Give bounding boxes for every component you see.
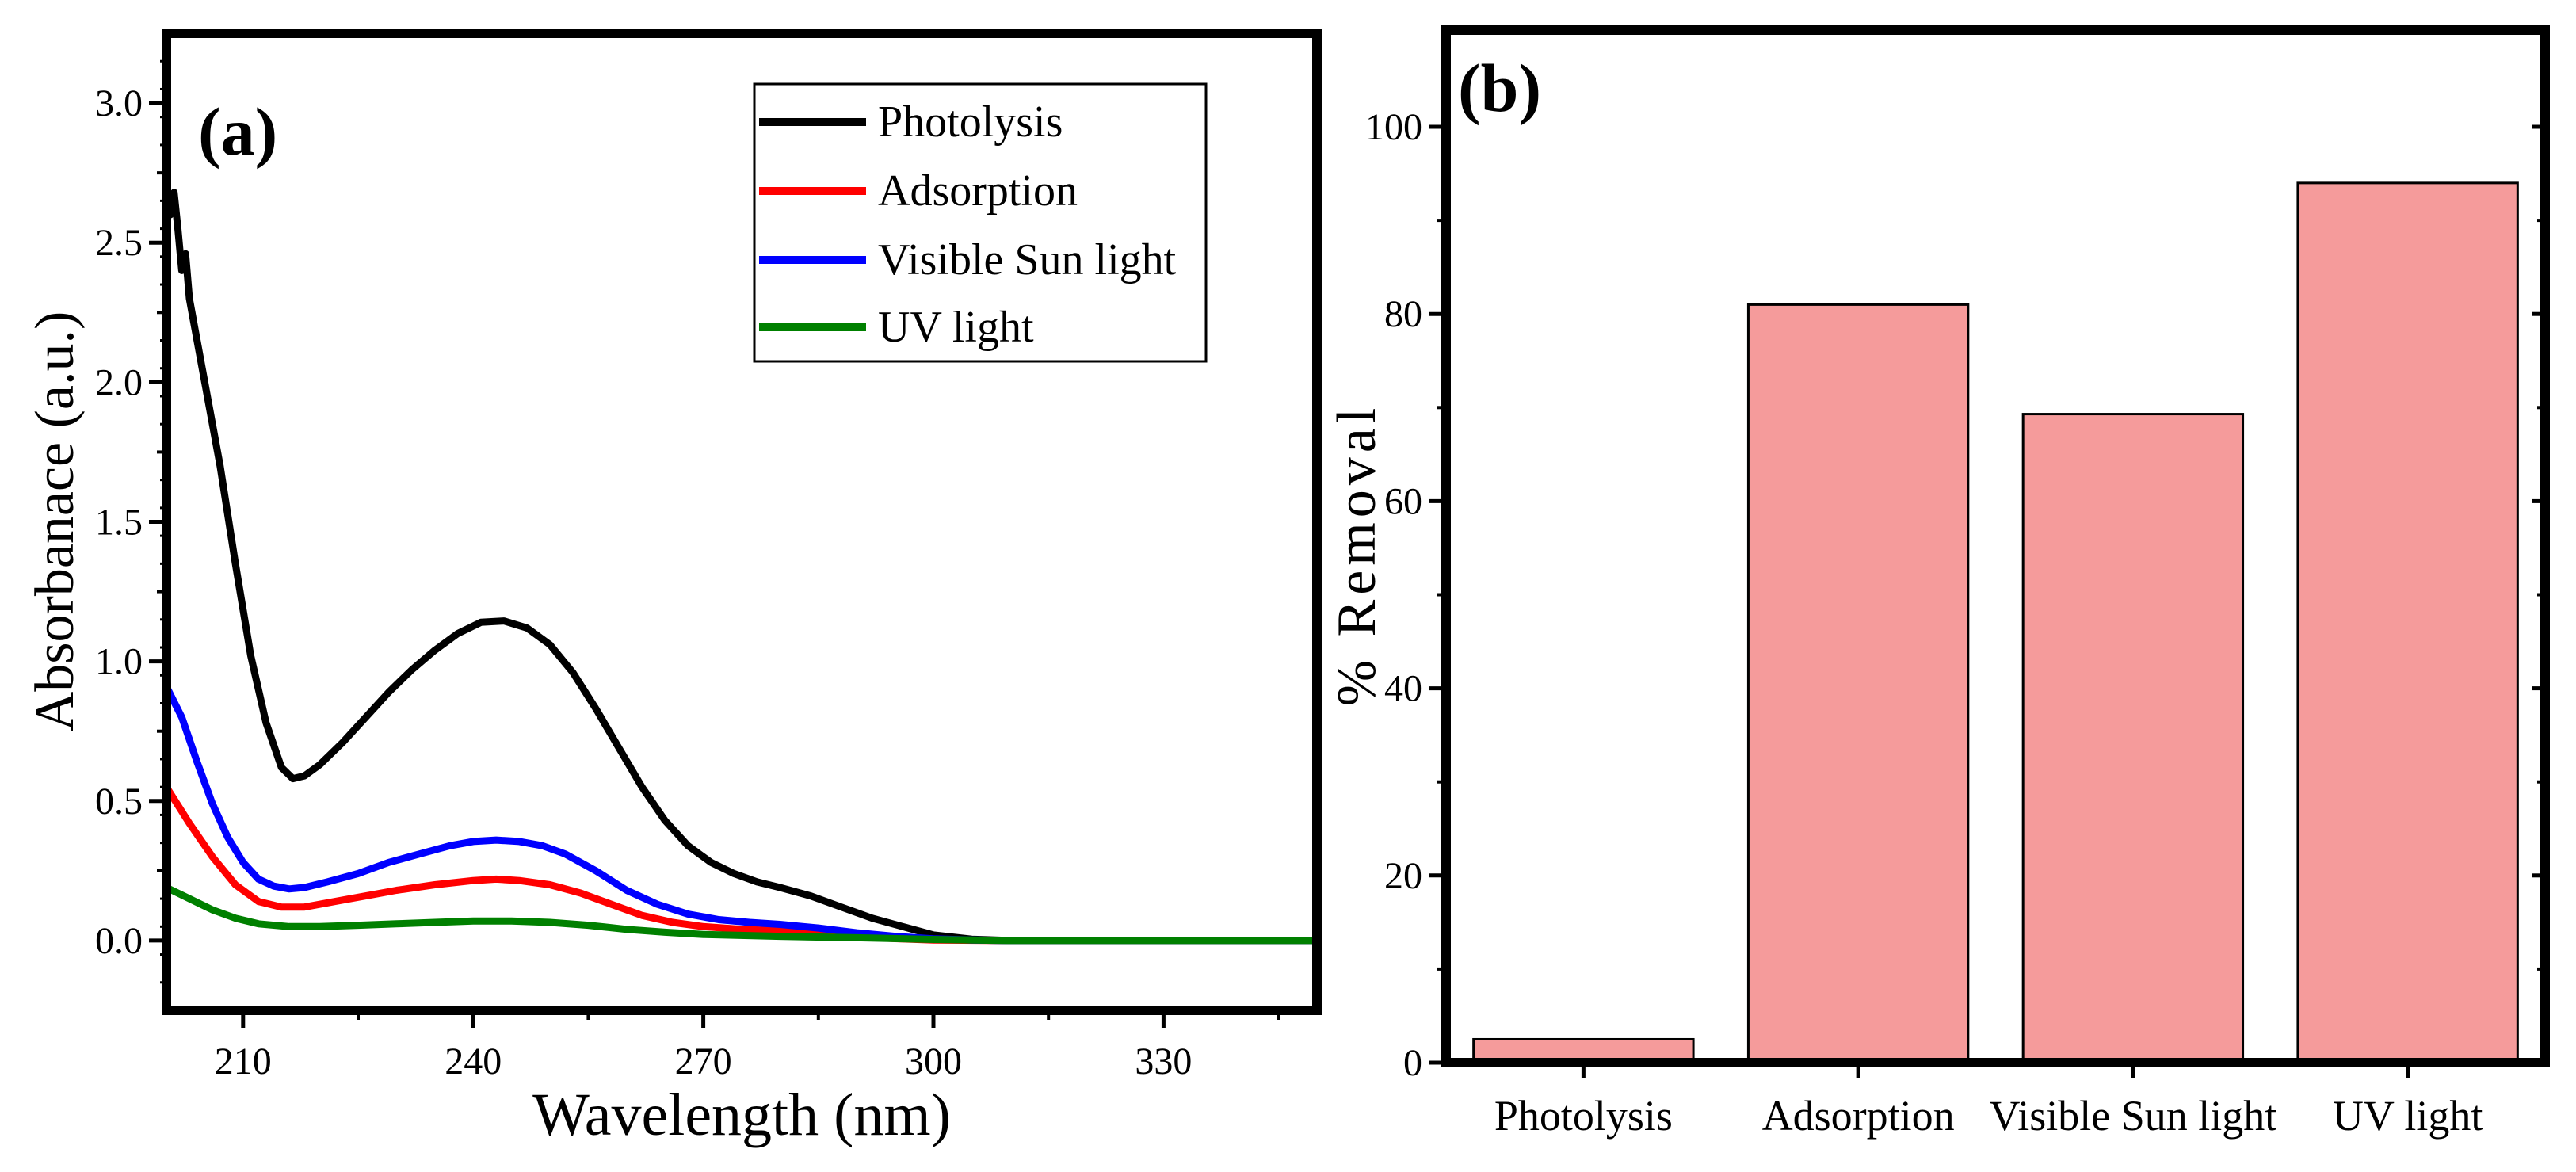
y-tick-label: 0 xyxy=(1403,1042,1422,1084)
legend-label-photolysis: Photolysis xyxy=(878,97,1063,147)
panel-a-x-axis-title: Wavelength (nm) xyxy=(532,1082,951,1148)
y-tick-label: 40 xyxy=(1384,668,1422,710)
y-tick-label: 0.5 xyxy=(95,781,143,823)
y-tick-label: 0.0 xyxy=(95,920,143,962)
y-tick-label: 3.0 xyxy=(95,82,143,124)
absorbance-series-lines xyxy=(162,178,1321,945)
legend-label-visible-sun-light: Visible Sun light xyxy=(878,235,1177,284)
x-category-label-visible-sun-light: Visible Sun light xyxy=(1989,1092,2276,1140)
y-tick-label: 1.0 xyxy=(95,641,143,683)
x-category-label-adsorption: Adsorption xyxy=(1762,1092,1955,1140)
removal-bars xyxy=(1472,181,2519,1064)
bar-visible-sun-light xyxy=(2021,413,2245,1064)
panel-a-y-axis: 0.0 0.5 1.0 1.5 2.0 2.5 3.0 xyxy=(95,59,166,984)
x-tick-label: 240 xyxy=(445,1040,502,1082)
panel-a-x-axis: 210 240 270 300 330 xyxy=(215,1010,1280,1082)
y-tick-label: 2.5 xyxy=(95,222,143,264)
x-category-label-uv-light: UV light xyxy=(2333,1092,2483,1140)
panel-b-y-axis: 0 20 40 60 80 100 xyxy=(1365,106,2545,1084)
x-category-label-photolysis: Photolysis xyxy=(1494,1092,1673,1140)
x-tick-label: 330 xyxy=(1135,1040,1192,1082)
bar-uv-light xyxy=(2296,181,2519,1064)
bar-adsorption xyxy=(1746,303,1970,1064)
panel-b-y-axis-title: % Removal xyxy=(1326,403,1387,707)
legend-label-uv-light: UV light xyxy=(878,303,1034,352)
panel-b-plot-frame xyxy=(1441,25,2550,1067)
y-tick-label: 80 xyxy=(1384,293,1422,335)
y-tick-label: 60 xyxy=(1384,480,1422,522)
panel-b-x-axis: Photolysis Adsorption Visible Sun light UV … xyxy=(1494,1063,2483,1140)
x-tick-label: 210 xyxy=(215,1040,272,1082)
series-line-visible-sun-light xyxy=(162,682,1321,945)
y-tick-label: 20 xyxy=(1384,855,1422,897)
absorbance-line-chart: 0.0 0.5 1.0 1.5 2.0 2.5 3.0 210 240 270 300 330 (a… xyxy=(25,29,1322,1148)
x-tick-label: 270 xyxy=(675,1040,732,1082)
series-line-uv-light xyxy=(162,884,1321,945)
legend-label-adsorption: Adsorption xyxy=(878,166,1078,216)
panel-a-y-axis-title: Absorbanace (a.u.) xyxy=(25,311,86,732)
y-tick-label: 100 xyxy=(1365,106,1422,148)
panel-b-label: (b) xyxy=(1458,50,1541,126)
removal-bar-chart: 0 20 40 60 80 100 Photolysis Adsorption Visible… xyxy=(1326,25,2550,1140)
x-tick-label: 300 xyxy=(905,1040,962,1082)
panel-a-label: (a) xyxy=(198,94,277,170)
series-line-photolysis xyxy=(162,178,1321,945)
y-tick-label: 2.0 xyxy=(95,361,143,403)
y-tick-label: 1.5 xyxy=(95,502,143,544)
legend: Photolysis Adsorption Visible Sun light … xyxy=(753,82,1208,363)
legend-box xyxy=(753,82,1208,363)
